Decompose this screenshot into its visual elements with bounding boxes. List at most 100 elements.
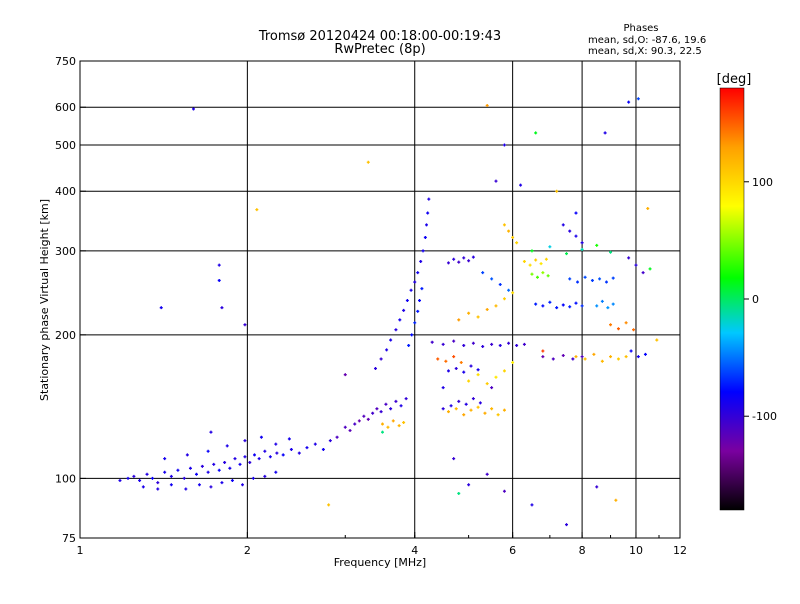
data-point: [263, 449, 267, 453]
plot-frame: [79, 60, 681, 539]
data-point: [576, 280, 580, 284]
data-point: [490, 277, 494, 281]
data-point: [197, 483, 201, 487]
data-point: [452, 457, 456, 461]
data-point: [632, 328, 636, 332]
data-point: [287, 437, 291, 441]
x-tick-label: 1: [77, 544, 84, 557]
data-point: [476, 368, 480, 372]
data-point: [353, 422, 357, 426]
data-point: [289, 447, 293, 451]
data-point: [425, 223, 429, 227]
data-point: [389, 407, 393, 411]
data-point: [604, 280, 608, 284]
data-point: [375, 407, 379, 411]
data-point: [478, 401, 482, 405]
data-point: [522, 342, 526, 346]
data-point: [600, 359, 604, 363]
data-point: [636, 355, 640, 359]
data-point: [655, 338, 659, 342]
data-point: [568, 305, 572, 309]
chart-subtitle: RwPretec (8p): [334, 42, 425, 57]
data-point: [343, 425, 347, 429]
data-point: [259, 435, 263, 439]
data-point: [548, 245, 552, 249]
data-point: [595, 485, 599, 489]
data-point: [462, 343, 466, 347]
data-point: [444, 359, 448, 363]
data-point: [156, 481, 160, 485]
data-point: [220, 306, 224, 310]
data-point: [580, 304, 584, 308]
data-point: [394, 328, 398, 332]
data-point: [141, 485, 145, 489]
data-point: [485, 307, 489, 311]
data-point: [627, 100, 631, 104]
data-point: [402, 420, 406, 424]
data-point: [629, 349, 633, 353]
data-point: [507, 229, 511, 233]
scatter-points: [118, 97, 659, 527]
data-point: [449, 404, 453, 408]
data-point: [169, 474, 173, 478]
data-point: [598, 277, 602, 281]
chart-title: Tromsø 20120424 00:18:00-00:19:43: [258, 29, 501, 44]
data-point: [366, 417, 370, 421]
data-point: [397, 424, 401, 428]
data-point: [515, 241, 519, 245]
data-point: [118, 478, 122, 482]
data-point: [188, 466, 192, 470]
data-point: [274, 442, 278, 446]
data-point: [389, 338, 393, 342]
data-point: [490, 342, 494, 346]
data-point: [430, 340, 434, 344]
data-point: [243, 455, 247, 459]
data-point: [263, 474, 267, 478]
data-point: [541, 355, 545, 359]
data-point: [328, 439, 332, 443]
data-point: [163, 470, 167, 474]
data-point: [555, 306, 559, 310]
data-point: [457, 260, 461, 264]
data-point: [281, 453, 285, 457]
data-point: [485, 382, 489, 386]
data-point: [502, 223, 506, 227]
data-point: [568, 277, 572, 281]
data-point: [228, 466, 232, 470]
data-point: [609, 323, 613, 327]
data-point: [561, 303, 565, 307]
data-point: [182, 476, 186, 480]
data-point: [233, 457, 237, 461]
data-point: [132, 474, 136, 478]
data-point: [565, 523, 569, 527]
data-point: [268, 455, 272, 459]
data-point: [371, 411, 375, 415]
data-point: [418, 299, 422, 303]
data-point: [580, 241, 584, 245]
data-point: [616, 327, 620, 331]
data-point: [248, 460, 252, 464]
data-point: [530, 503, 534, 507]
data-point: [561, 353, 565, 357]
data-point: [243, 323, 247, 327]
data-point: [405, 299, 409, 303]
data-point: [528, 263, 532, 267]
data-point: [616, 357, 620, 361]
data-point: [217, 278, 221, 282]
data-point: [636, 97, 640, 101]
data-point: [481, 345, 485, 349]
data-point: [485, 472, 489, 476]
data-point: [409, 288, 413, 292]
data-point: [595, 243, 599, 247]
data-point: [535, 275, 539, 279]
data-point: [522, 259, 526, 263]
data-point: [253, 453, 257, 457]
data-point: [467, 483, 471, 487]
data-point: [498, 343, 502, 347]
data-point: [534, 131, 538, 135]
y-tick-label: 75: [62, 532, 76, 545]
data-point: [494, 304, 498, 308]
data-point: [251, 476, 255, 480]
data-point: [275, 451, 279, 455]
